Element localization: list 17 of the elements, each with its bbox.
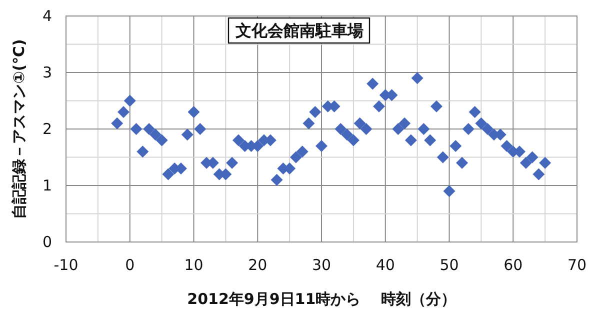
- y-axis-title: 自記記録－アスマン①(℃): [10, 39, 28, 219]
- x-tick-label: 20: [248, 256, 268, 274]
- x-axis-title: 2012年9月9日11時から 時刻（分）: [187, 290, 456, 308]
- y-tick-label: 1: [42, 176, 52, 194]
- y-tick-label: 3: [42, 64, 52, 82]
- y-tick-label: 2: [42, 120, 52, 138]
- x-tick-label: -10: [54, 256, 78, 274]
- y-tick-label: 4: [42, 7, 52, 25]
- x-tick-label: 0: [125, 256, 135, 274]
- chart-title: 文化会館南駐車場: [234, 21, 364, 40]
- x-tick-label: 40: [376, 256, 395, 274]
- y-tick-label: 0: [42, 233, 52, 251]
- x-tick-label: 50: [440, 256, 459, 274]
- x-tick-label: 70: [567, 256, 587, 274]
- x-tick-label: 60: [504, 256, 523, 274]
- x-tick-label: 10: [184, 256, 204, 274]
- x-tick-label: 30: [312, 256, 332, 274]
